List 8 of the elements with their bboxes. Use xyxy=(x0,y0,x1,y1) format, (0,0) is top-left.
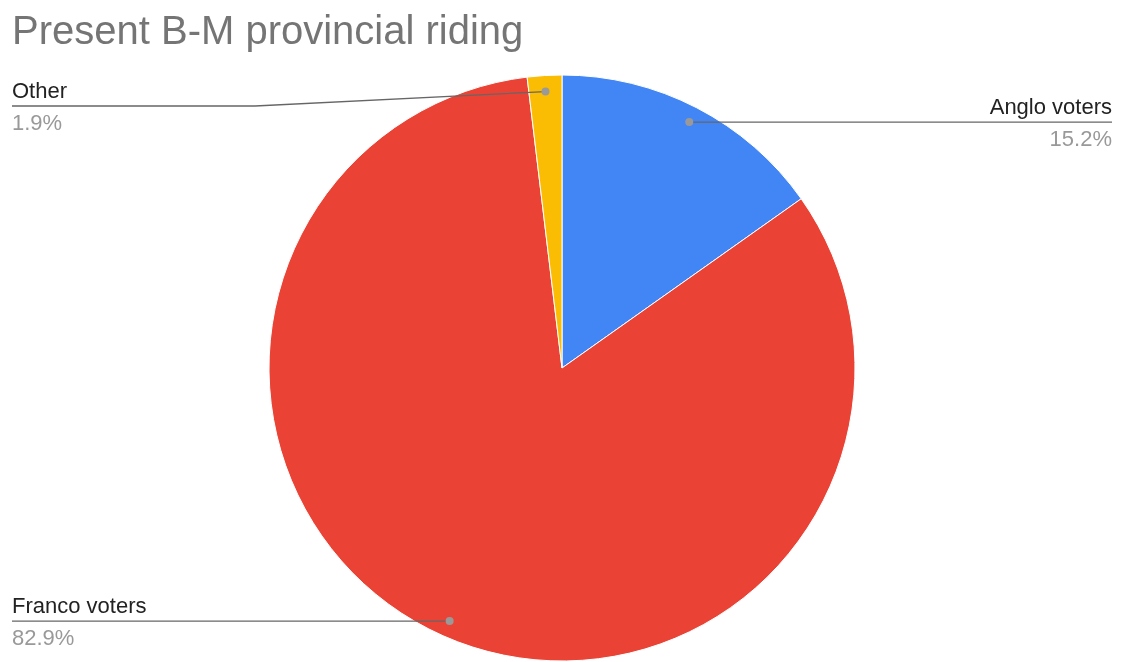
chart-title: Present B-M provincial riding xyxy=(12,8,524,52)
pie-slice xyxy=(268,76,856,662)
slice-label: Other xyxy=(12,78,68,103)
data-label: 15.2% xyxy=(1049,126,1112,152)
data-label: 1.9% xyxy=(12,110,63,135)
slice-label: Anglo voters xyxy=(989,94,1112,120)
slice-label: Franco voters xyxy=(12,593,147,619)
data-label: 82.9% xyxy=(12,625,75,651)
